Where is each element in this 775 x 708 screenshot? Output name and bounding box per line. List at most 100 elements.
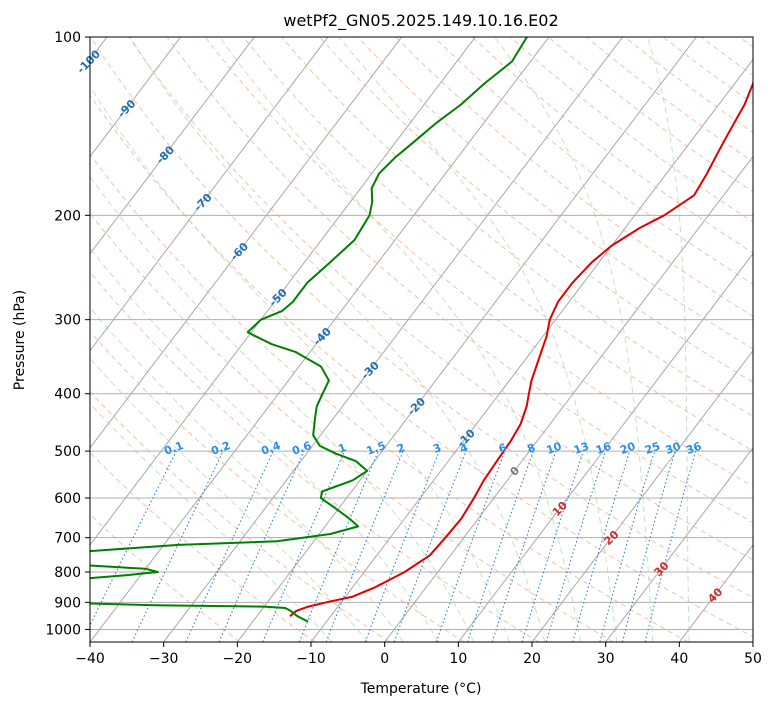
mixing-ratio-line [467, 450, 534, 642]
isotherm-line [605, 446, 753, 642]
y-tick-label: 800 [54, 565, 81, 581]
mixing-ratio-label: 8 [525, 441, 537, 456]
mixing-ratio-label: 4 [458, 441, 470, 456]
mixing-ratio-label: 2 [395, 441, 407, 456]
dry-adiabat-line [90, 37, 753, 599]
mixing-ratio-line [572, 450, 631, 642]
dry-adiabat-line [90, 513, 241, 642]
mixing-ratio-label: 0.2 [209, 439, 232, 458]
isotherm-line [90, 37, 182, 158]
mixing-ratio-line [521, 450, 584, 642]
mixing-ratio-label: 6 [497, 441, 509, 456]
series-layer [90, 37, 753, 623]
dry-adiabat-line [90, 451, 315, 642]
mixing-ratio-line [393, 450, 467, 642]
chart-title: wetPf2_GN05.2025.149.10.16.E02 [283, 11, 558, 31]
isotherm-line [90, 37, 476, 546]
moist-adiabat-line [219, 37, 582, 642]
mixing-ratio-line [545, 450, 606, 642]
isotherm-line [90, 37, 403, 449]
mixing-ratio-line [364, 450, 440, 642]
mixing-ratio-label: 10 [545, 440, 564, 458]
y-tick-label: 400 [54, 387, 81, 403]
plot-frame [89, 36, 754, 643]
y-tick-label: 1000 [45, 622, 81, 638]
x-tick-label: −10 [296, 651, 326, 667]
isotherm-line [384, 155, 753, 642]
moist-adiabat-line [494, 37, 654, 642]
moist-adiabat-line [338, 37, 618, 642]
dry-adiabat-line [395, 37, 753, 317]
isotherm-line [163, 37, 624, 642]
dry-adiabat-line [90, 331, 465, 642]
y-tick-label: 700 [54, 531, 81, 547]
mixing-ratio-line [262, 450, 346, 642]
mixing-ratio-line [298, 450, 379, 642]
moist-adiabat-line [90, 175, 475, 642]
mixing-ratio-label: 0.6 [290, 439, 313, 458]
y-tick-label: 300 [54, 313, 81, 329]
moist-adiabat-line [90, 247, 439, 642]
mixing-ratio-line [218, 450, 305, 642]
isotherm-line [310, 58, 753, 642]
mixing-ratio-line [90, 450, 177, 627]
dry-adiabat-line [357, 37, 753, 350]
dry-adiabat-line [90, 212, 614, 642]
isotherm-line [90, 37, 550, 642]
mixing-ratio-label: 3 [431, 441, 443, 456]
y-tick-label: 900 [54, 595, 81, 611]
y-tick-label: 200 [54, 208, 81, 224]
x-tick-label: 10 [449, 651, 467, 667]
y-axis-label: Pressure (hPa) [12, 290, 28, 390]
moist-adiabat-line [647, 37, 690, 642]
dry-adiabat-line [90, 271, 540, 642]
mixing-ratio-label: 25 [643, 440, 662, 457]
x-axis-label: Temperature (°C) [360, 681, 482, 697]
y-tick-label: 500 [54, 444, 81, 460]
mixing-ratio-label: 1.5 [365, 439, 388, 458]
dry-adiabat-line [471, 37, 753, 254]
mixing-ratio-line [491, 450, 557, 642]
dry-adiabat-line [90, 94, 753, 638]
moist-adiabat-line [90, 85, 510, 642]
moist-adiabat-line [90, 306, 404, 642]
dry-adiabat-line [433, 37, 753, 285]
mixing-ratio-label: 0.1 [162, 439, 185, 458]
isotherm-line [236, 37, 697, 642]
mixing-ratio-label: 13 [572, 440, 591, 457]
mixing-ratio-line [644, 450, 697, 642]
mixing-ratio-label: 1 [337, 441, 349, 456]
mixing-ratio-label: 16 [594, 440, 613, 458]
isotherm-line [90, 37, 329, 352]
y-tick-label: 100 [54, 30, 81, 46]
axis-layer: −40 −30 −20 −10 0 10 20 30 40 50 1000 900 800 700 600 5… [45, 30, 762, 667]
profile-line [289, 79, 753, 617]
isotherm-line [531, 349, 753, 642]
isotherm-line [90, 37, 255, 255]
mixing-ratio-line [599, 450, 655, 642]
dry-adiabat-line [128, 37, 753, 561]
mixing-ratio-line [325, 450, 404, 642]
grid-layer [90, 37, 753, 642]
mixing-ratio-line [435, 450, 506, 642]
mixing-ratio-label: 0.4 [259, 439, 282, 458]
x-tick-label: 30 [597, 651, 615, 667]
mixing-ratio-label: 36 [684, 440, 703, 458]
isotherm-line [457, 252, 753, 642]
x-tick-label: 20 [523, 651, 541, 667]
x-tick-label: 0 [380, 651, 389, 667]
y-tick-label: 600 [54, 491, 81, 507]
moist-adiabat-line [129, 37, 546, 642]
mixing-ratio-line [621, 450, 676, 642]
x-tick-label: −20 [223, 651, 253, 667]
moist-adiabat-line [90, 402, 333, 642]
x-tick-label: −40 [75, 651, 105, 667]
mixing-ratio-label: 30 [664, 440, 683, 458]
x-tick-label: 40 [670, 651, 688, 667]
mixing-ratio-label: 20 [618, 440, 637, 458]
x-tick-label: −30 [149, 651, 179, 667]
profile-line [90, 37, 528, 623]
x-tick-label: 50 [744, 651, 762, 667]
